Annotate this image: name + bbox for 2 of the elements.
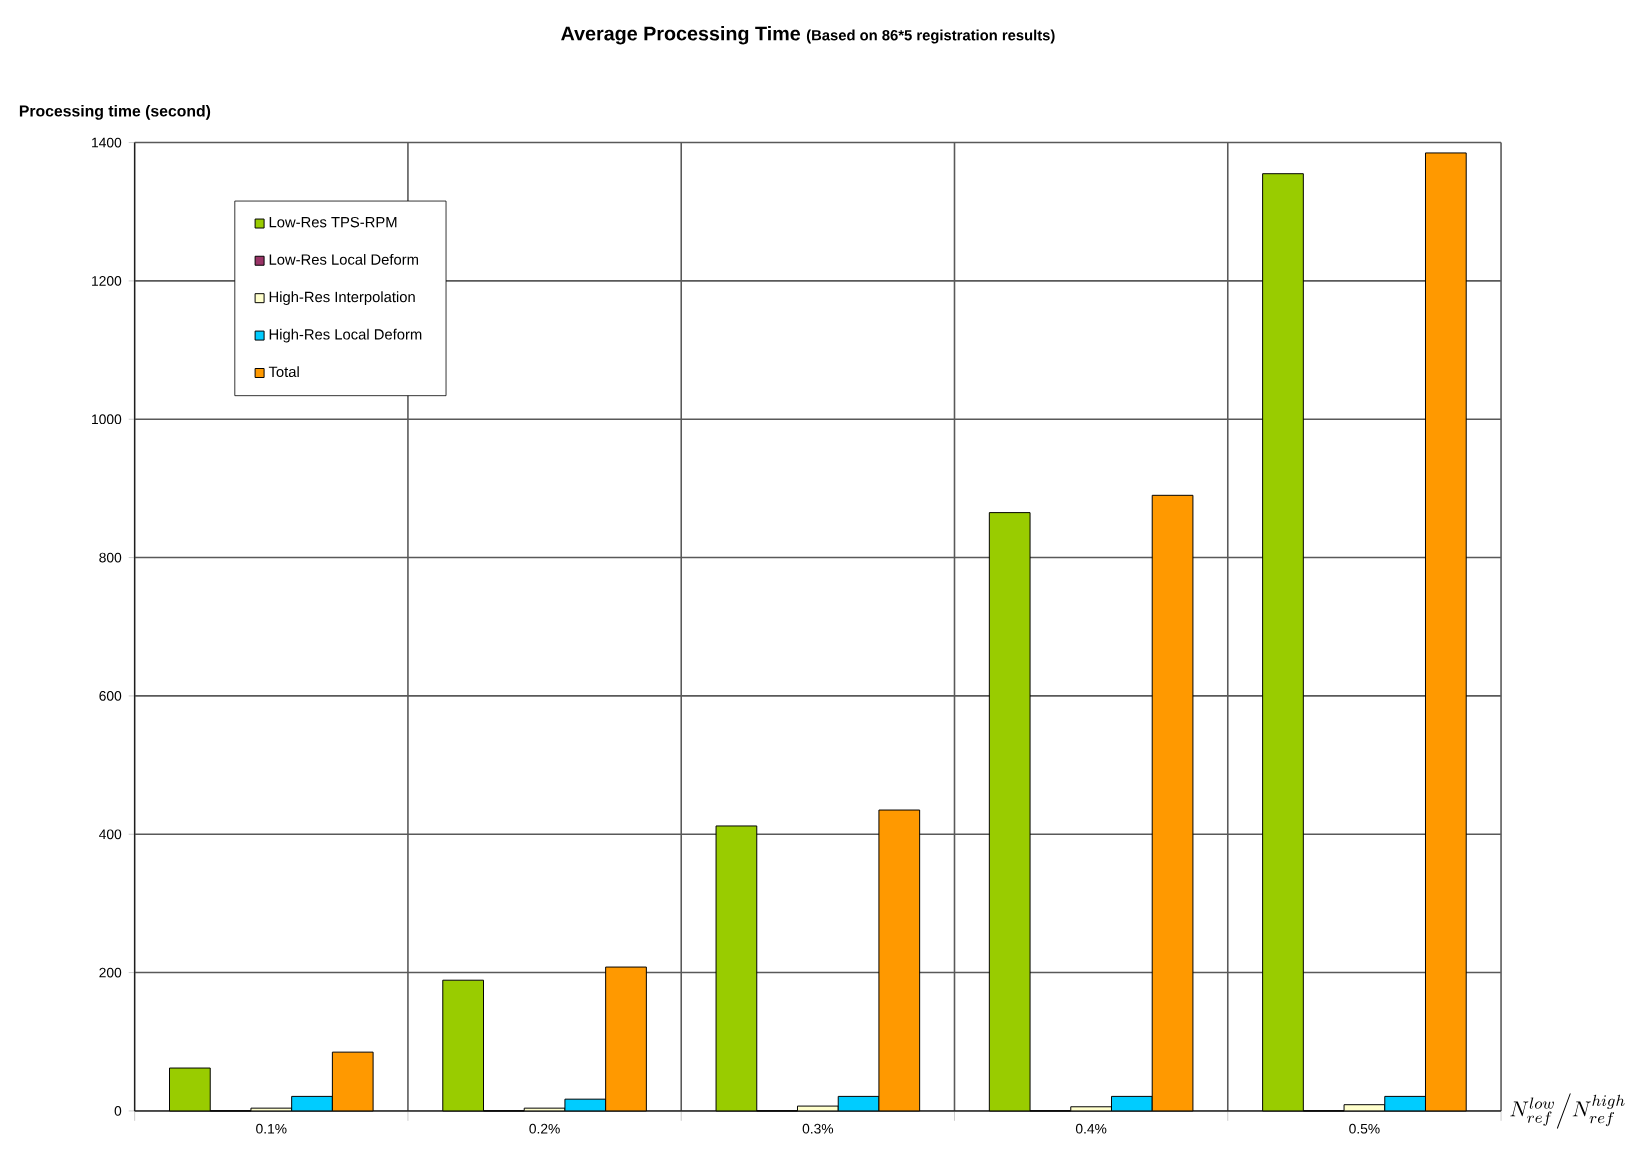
chart-title: Average Processing Time xyxy=(561,25,801,45)
x-axis-title: $N_{ref}^{low}\Big/N_{ref}^{high}$ xyxy=(1510,1093,1625,1129)
